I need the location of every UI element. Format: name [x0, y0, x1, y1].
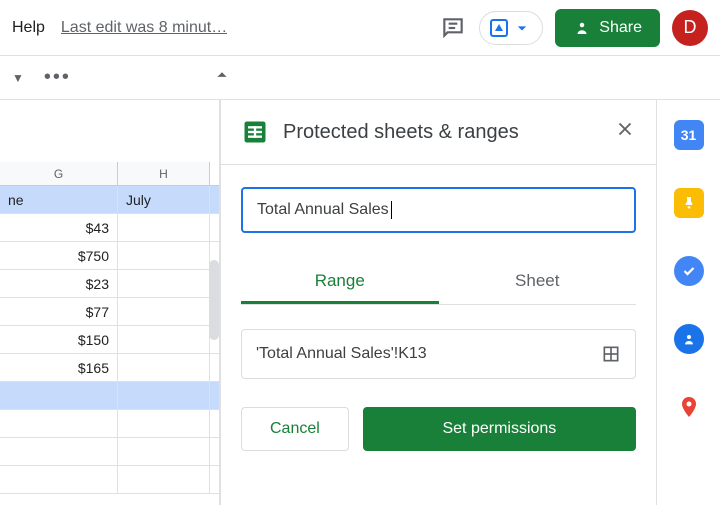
- range-ref: 'Total Annual Sales'!K13: [256, 345, 427, 363]
- tabs: Range Sheet: [241, 261, 636, 305]
- range-box[interactable]: 'Total Annual Sales'!K13: [241, 329, 636, 379]
- comments-icon[interactable]: [439, 14, 467, 42]
- panel-header: Protected sheets & ranges: [221, 100, 656, 165]
- cell[interactable]: [0, 438, 118, 465]
- grid-select-icon[interactable]: [601, 344, 621, 364]
- table-row[interactable]: neJuly: [0, 186, 219, 214]
- tab-sheet[interactable]: Sheet: [439, 261, 637, 304]
- tab-range[interactable]: Range: [241, 261, 439, 304]
- vertical-scrollbar[interactable]: [209, 260, 219, 340]
- data-rows: neJuly$43$750$23$77$150$165: [0, 186, 219, 494]
- cancel-button[interactable]: Cancel: [241, 407, 349, 451]
- cell[interactable]: July: [118, 186, 210, 213]
- tasks-icon[interactable]: [674, 256, 704, 286]
- table-row[interactable]: $23: [0, 270, 219, 298]
- spreadsheet-area[interactable]: G H neJuly$43$750$23$77$150$165: [0, 100, 220, 505]
- panel-body: Total Annual Sales Range Sheet 'Total An…: [221, 165, 656, 473]
- panel-title: Protected sheets & ranges: [283, 121, 600, 144]
- contacts-icon[interactable]: [674, 324, 704, 354]
- table-row[interactable]: [0, 438, 219, 466]
- last-edit-link[interactable]: Last edit was 8 minut…: [61, 19, 227, 37]
- description-input[interactable]: Total Annual Sales: [241, 187, 636, 233]
- cell[interactable]: $750: [0, 242, 118, 269]
- table-row[interactable]: [0, 382, 219, 410]
- cell[interactable]: ne: [0, 186, 118, 213]
- close-icon[interactable]: [614, 118, 636, 146]
- cell[interactable]: $43: [0, 214, 118, 241]
- set-permissions-button[interactable]: Set permissions: [363, 407, 636, 451]
- topbar-left: Help Last edit was 8 minut…: [12, 19, 227, 37]
- toolbar-dropdown[interactable]: ▼: [12, 71, 24, 85]
- table-row[interactable]: $77: [0, 298, 219, 326]
- keep-icon[interactable]: [674, 188, 704, 218]
- panel-actions: Cancel Set permissions: [241, 407, 636, 451]
- maps-icon[interactable]: [674, 392, 704, 422]
- lock-person-icon: [573, 19, 591, 37]
- sheets-icon: [241, 118, 269, 146]
- cell[interactable]: [118, 298, 210, 325]
- col-header-h[interactable]: H: [118, 162, 210, 185]
- table-row[interactable]: [0, 466, 219, 494]
- col-header-g[interactable]: G: [0, 162, 118, 185]
- cell[interactable]: [118, 214, 210, 241]
- cell[interactable]: $23: [0, 270, 118, 297]
- description-value: Total Annual Sales: [257, 201, 389, 218]
- cell[interactable]: [118, 466, 210, 493]
- text-cursor: [391, 201, 392, 219]
- table-row[interactable]: [0, 410, 219, 438]
- protected-ranges-panel: Protected sheets & ranges Total Annual S…: [220, 100, 656, 505]
- toolbar: ▼ •••: [0, 56, 720, 100]
- cell[interactable]: [118, 410, 210, 437]
- cell[interactable]: $77: [0, 298, 118, 325]
- menu-help[interactable]: Help: [12, 19, 45, 37]
- present-button[interactable]: [479, 11, 543, 45]
- chevron-down-icon: [512, 18, 532, 38]
- cell[interactable]: [118, 382, 210, 409]
- cell[interactable]: [118, 326, 210, 353]
- cell[interactable]: $165: [0, 354, 118, 381]
- cell[interactable]: [118, 242, 210, 269]
- present-icon: [490, 19, 508, 37]
- table-row[interactable]: $150: [0, 326, 219, 354]
- table-row[interactable]: $165: [0, 354, 219, 382]
- toolbar-more[interactable]: •••: [44, 66, 71, 89]
- calendar-icon[interactable]: 31: [674, 120, 704, 150]
- side-panel: 31: [656, 100, 720, 505]
- toolbar-collapse[interactable]: [211, 64, 233, 92]
- topbar-right: Share D: [439, 9, 708, 47]
- cell[interactable]: [0, 410, 118, 437]
- avatar[interactable]: D: [672, 10, 708, 46]
- cell[interactable]: [118, 270, 210, 297]
- main: G H neJuly$43$750$23$77$150$165 Protecte…: [0, 100, 720, 505]
- share-button[interactable]: Share: [555, 9, 660, 47]
- cell[interactable]: [118, 438, 210, 465]
- cell[interactable]: [0, 382, 118, 409]
- topbar: Help Last edit was 8 minut… Share D: [0, 0, 720, 56]
- cell[interactable]: [0, 466, 118, 493]
- table-row[interactable]: $43: [0, 214, 219, 242]
- cell[interactable]: $150: [0, 326, 118, 353]
- table-row[interactable]: $750: [0, 242, 219, 270]
- share-label: Share: [599, 19, 642, 37]
- column-headers: G H: [0, 162, 219, 186]
- cell[interactable]: [118, 354, 210, 381]
